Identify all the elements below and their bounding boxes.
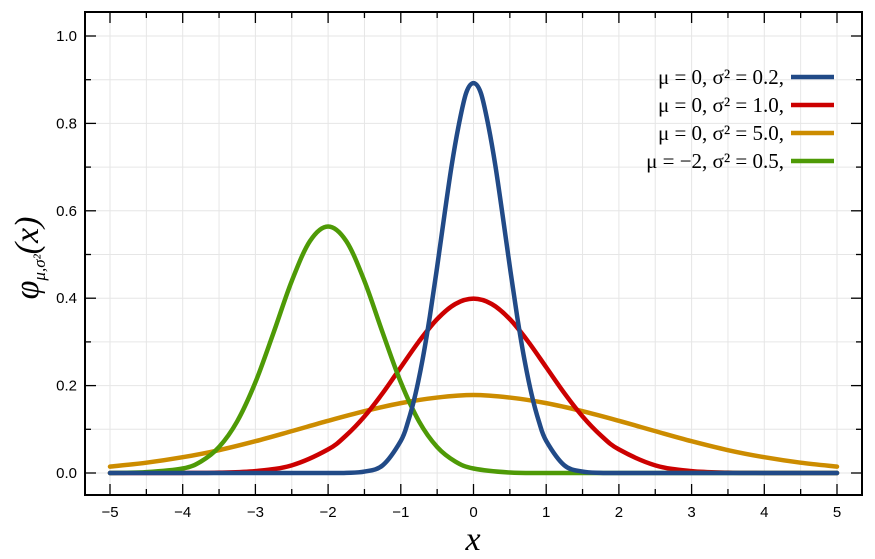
- x-tick-label: 3: [687, 504, 695, 521]
- x-tick-label: −5: [101, 504, 118, 521]
- x-tick-labels: −5 −4 −3 −2 −1 0 1 2 3 4 5: [101, 504, 841, 521]
- x-tick-label: 0: [469, 504, 477, 521]
- y-tick-label: 0.8: [56, 115, 77, 132]
- y-tick-label: 0.0: [56, 465, 77, 482]
- y-axis-subscript: μ,σ²: [30, 253, 49, 281]
- axis-ticks: [86, 13, 861, 494]
- x-axis-title: x: [464, 521, 480, 558]
- x-tick-label: 2: [615, 504, 623, 521]
- y-tick-label: 1.0: [56, 28, 77, 45]
- legend-label-3: μ = −2, σ² = 0.5,: [646, 149, 784, 173]
- y-tick-label: 0.2: [56, 378, 77, 395]
- y-tick-label: 0.6: [56, 203, 77, 220]
- series-line-0: [107, 80, 840, 476]
- y-tick-labels: 0.0 0.2 0.4 0.6 0.8 1.0: [56, 28, 77, 482]
- legend: μ = 0, σ² = 0.2, μ = 0, σ² = 1.0, μ = 0, σ…: [646, 65, 834, 173]
- y-axis-phi: φ: [9, 281, 46, 300]
- svg-text:φμ,σ²(x): φμ,σ²(x): [9, 217, 49, 300]
- x-tick-label: −4: [174, 504, 191, 521]
- legend-label-2: μ = 0, σ² = 5.0,: [658, 121, 784, 145]
- legend-label-1: μ = 0, σ² = 1.0,: [658, 93, 784, 117]
- x-tick-label: 1: [542, 504, 550, 521]
- series-lines: [107, 80, 840, 476]
- y-axis-title: φμ,σ²(x): [9, 217, 49, 300]
- x-tick-label: 5: [833, 504, 841, 521]
- x-tick-label: 4: [760, 504, 768, 521]
- x-tick-label: −1: [392, 504, 409, 521]
- legend-label-0: μ = 0, σ² = 0.2,: [658, 65, 784, 89]
- series-line-2: [107, 392, 840, 469]
- series-line-1: [107, 296, 840, 476]
- y-tick-label: 0.4: [56, 290, 77, 307]
- x-tick-label: −2: [320, 504, 337, 521]
- y-axis-argument: (x): [9, 217, 46, 255]
- x-tick-label: −3: [247, 504, 264, 521]
